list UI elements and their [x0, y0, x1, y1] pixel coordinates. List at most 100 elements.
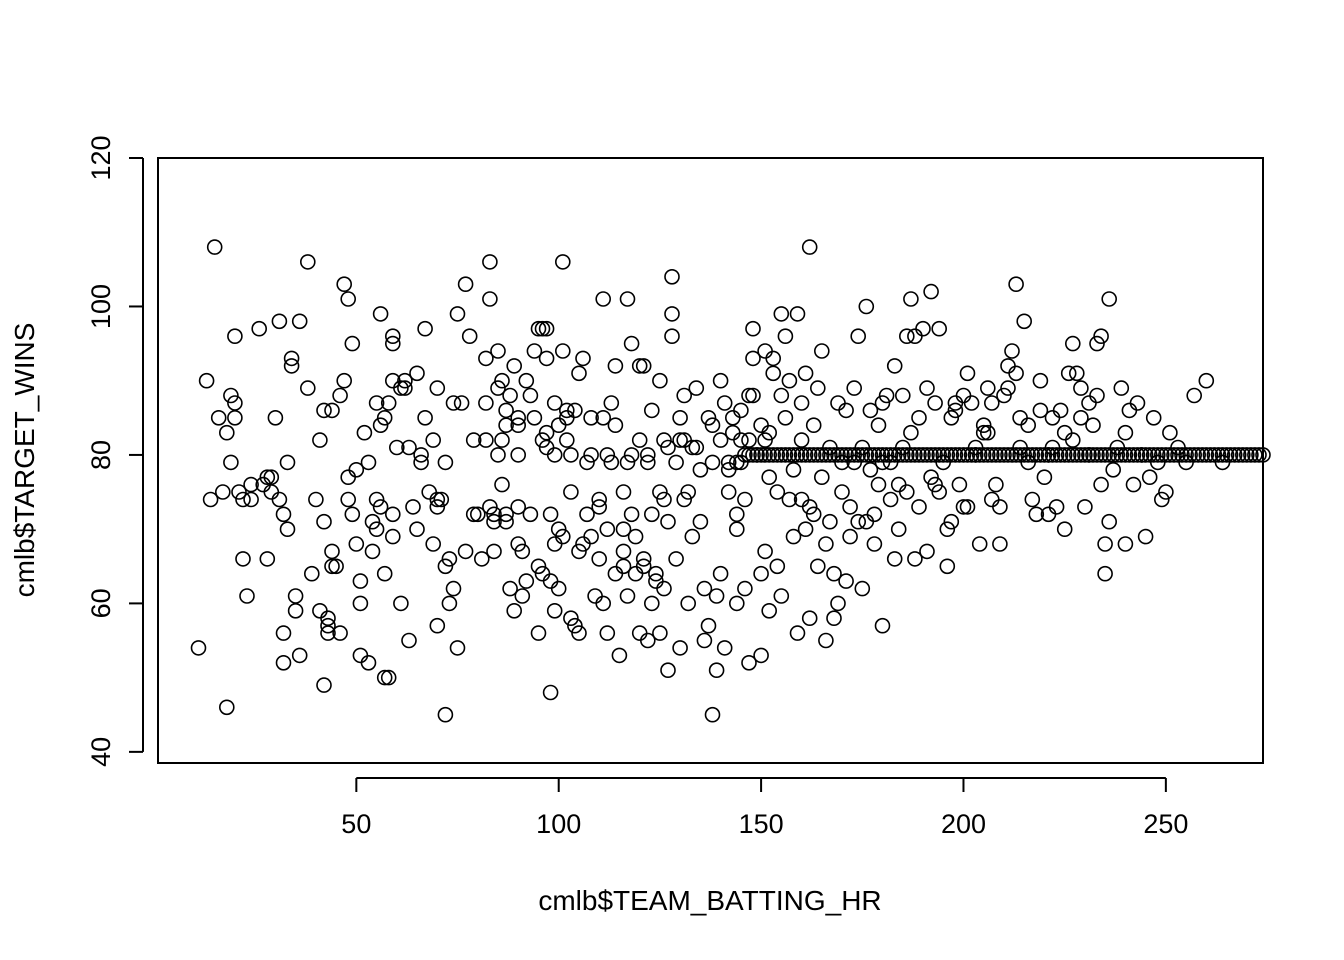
- data-point: [215, 484, 231, 500]
- data-point: [712, 565, 729, 582]
- data-point: [219, 699, 235, 716]
- data-point: [546, 536, 563, 552]
- data-point: [992, 447, 1008, 463]
- data-point: [1069, 447, 1085, 463]
- data-point: [793, 447, 810, 463]
- data-point: [777, 409, 794, 426]
- data-point: [635, 358, 652, 374]
- y-tick-label: 100: [86, 284, 116, 329]
- data-point: [206, 239, 223, 255]
- data-point: [1052, 402, 1069, 419]
- data-point: [202, 491, 219, 508]
- data-point: [927, 476, 943, 493]
- data-point: [494, 372, 510, 389]
- data-point: [753, 447, 769, 463]
- data-point: [490, 343, 506, 359]
- data-point: [635, 551, 652, 567]
- data-point: [583, 528, 599, 545]
- data-point: [1158, 484, 1174, 500]
- data-point: [1251, 447, 1267, 463]
- data-point: [696, 632, 713, 649]
- data-point: [1101, 291, 1117, 307]
- data-point: [741, 432, 757, 448]
- data-point: [1101, 513, 1117, 530]
- data-point: [1085, 417, 1101, 434]
- data-point: [635, 558, 652, 575]
- data-point: [830, 447, 846, 463]
- data-point: [1109, 447, 1126, 463]
- data-point: [376, 565, 393, 582]
- data-point: [716, 395, 733, 411]
- data-point: [623, 447, 640, 463]
- data-point: [931, 320, 948, 337]
- data-point: [1235, 447, 1251, 463]
- data-point: [890, 476, 907, 493]
- data-point: [660, 439, 676, 456]
- data-point: [712, 432, 729, 448]
- data-point: [607, 417, 624, 434]
- data-point: [563, 447, 579, 463]
- data-point: [1000, 358, 1016, 374]
- data-point: [801, 499, 818, 515]
- data-point: [951, 476, 968, 493]
- data-point: [1202, 447, 1219, 463]
- data-point: [911, 447, 927, 463]
- data-point: [235, 491, 251, 508]
- data-point: [712, 372, 729, 389]
- data-point: [530, 558, 547, 575]
- data-point: [332, 387, 348, 404]
- data-point: [510, 499, 527, 515]
- data-point: [963, 447, 980, 463]
- data-point: [425, 536, 442, 552]
- data-point: [348, 461, 365, 478]
- data-point: [380, 395, 397, 411]
- data-point: [619, 454, 636, 471]
- data-point: [328, 558, 344, 575]
- data-point: [316, 513, 332, 530]
- data-point: [818, 447, 834, 463]
- data-point: [862, 447, 879, 463]
- data-point: [579, 506, 595, 523]
- data-point: [858, 513, 875, 530]
- data-point: [850, 513, 867, 530]
- data-point: [939, 521, 956, 538]
- data-point: [1077, 499, 1093, 515]
- data-point: [903, 424, 919, 441]
- data-point: [291, 647, 308, 664]
- data-point: [611, 647, 628, 664]
- data-point: [830, 395, 846, 411]
- data-point: [372, 306, 389, 322]
- data-point: [627, 565, 644, 582]
- data-point: [643, 402, 660, 419]
- data-point: [1158, 447, 1174, 463]
- data-point: [599, 521, 616, 538]
- data-point: [793, 432, 810, 448]
- data-point: [1020, 447, 1036, 463]
- data-point: [983, 395, 1000, 411]
- data-point: [522, 506, 539, 523]
- y-tick-label: 120: [86, 135, 116, 180]
- data-point: [789, 447, 806, 463]
- data-point: [830, 595, 846, 612]
- data-point: [745, 320, 761, 337]
- data-point: [518, 573, 535, 589]
- data-point: [324, 543, 340, 560]
- data-point: [676, 491, 693, 508]
- data-point: [223, 387, 239, 404]
- data-point: [449, 640, 466, 656]
- data-point: [1206, 447, 1223, 463]
- data-point: [842, 499, 858, 515]
- data-point: [388, 439, 405, 456]
- data-point: [1028, 506, 1045, 523]
- data-point: [935, 447, 952, 463]
- data-point: [482, 254, 498, 270]
- data-point: [320, 610, 336, 627]
- data-point: [797, 521, 814, 538]
- data-point: [664, 306, 680, 322]
- data-point: [1000, 447, 1016, 463]
- data-point: [368, 491, 385, 508]
- data-point: [546, 447, 563, 463]
- data-point: [785, 447, 802, 463]
- data-point: [955, 387, 972, 404]
- data-point: [279, 454, 296, 471]
